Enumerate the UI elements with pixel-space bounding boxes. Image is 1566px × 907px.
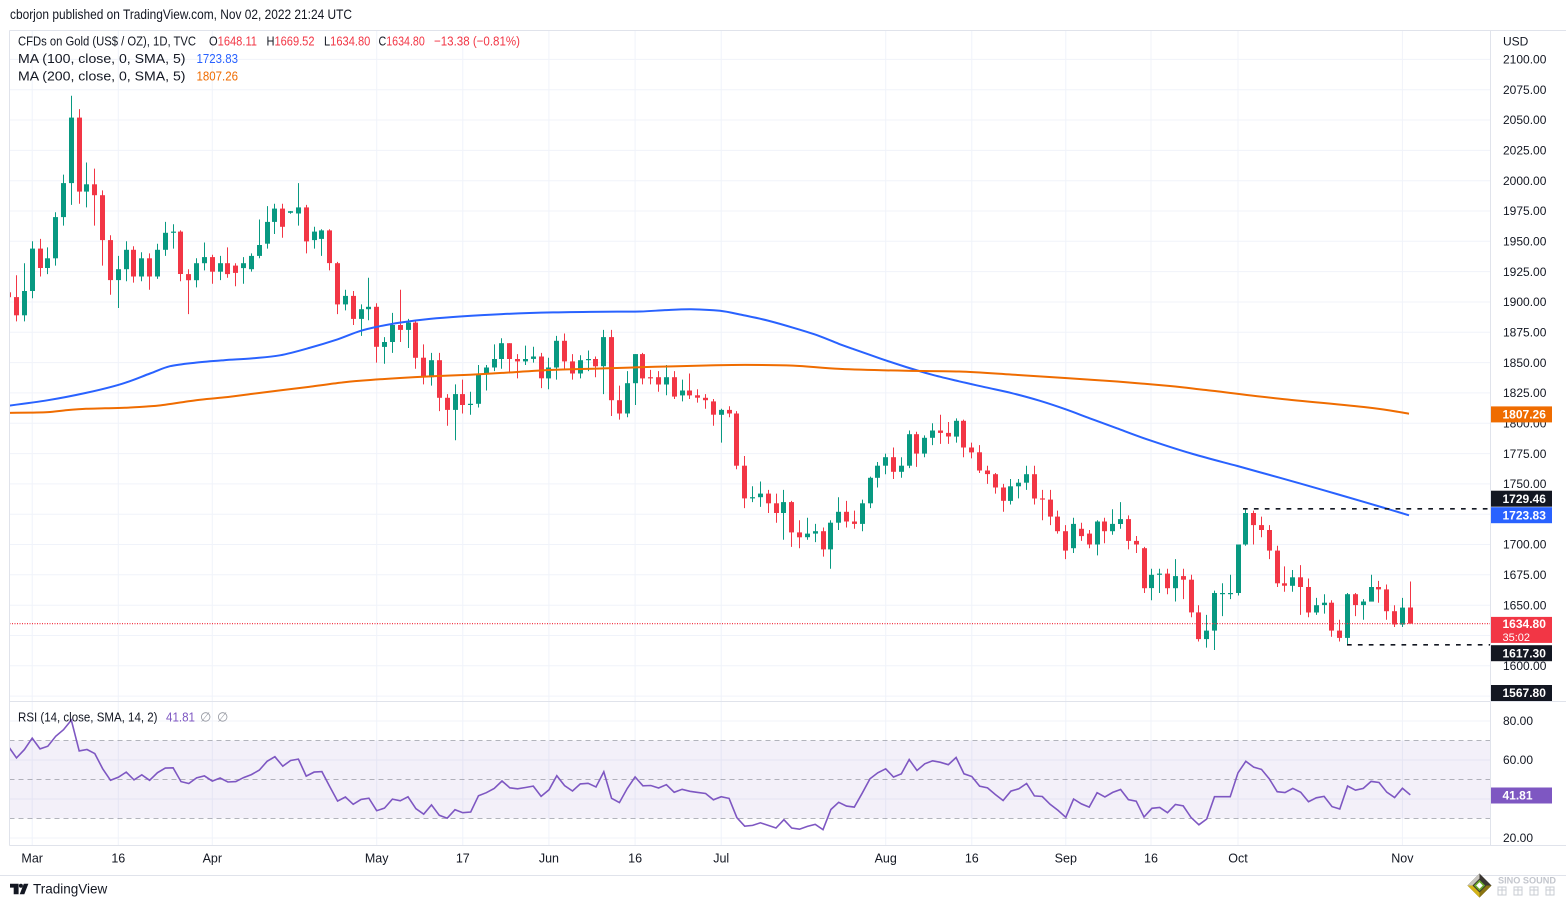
svg-text:Sep: Sep (1055, 852, 1077, 866)
svg-text:1723.83: 1723.83 (1503, 508, 1547, 522)
svg-text:1775.00: 1775.00 (1503, 447, 1547, 461)
svg-text:2050.00: 2050.00 (1503, 113, 1547, 127)
svg-text:Oct: Oct (1228, 852, 1248, 866)
svg-text:Aug: Aug (875, 852, 897, 866)
svg-text:1875.00: 1875.00 (1503, 326, 1547, 340)
svg-text:1825.00: 1825.00 (1503, 386, 1547, 400)
svg-text:CFDs on Gold (US$ / OZ), 1D, T: CFDs on Gold (US$ / OZ), 1D, TVC (18, 34, 196, 49)
svg-text:1567.80: 1567.80 (1503, 686, 1547, 700)
svg-text:1750.00: 1750.00 (1503, 477, 1547, 491)
svg-text:1634.80: 1634.80 (1503, 617, 1547, 631)
svg-text:2000.00: 2000.00 (1503, 174, 1547, 188)
svg-text:MA (100, close, 0, SMA, 5): MA (100, close, 0, SMA, 5) (18, 51, 186, 66)
svg-text:MA (200, close, 0, SMA, 5): MA (200, close, 0, SMA, 5) (18, 69, 186, 84)
svg-text:2075.00: 2075.00 (1503, 83, 1547, 97)
svg-text:20.00: 20.00 (1503, 831, 1533, 845)
svg-text:Apr: Apr (203, 852, 222, 866)
svg-text:1850.00: 1850.00 (1503, 356, 1547, 370)
svg-text:2025.00: 2025.00 (1503, 144, 1547, 158)
svg-text:May: May (365, 852, 389, 866)
svg-text:∅: ∅ (200, 710, 211, 725)
svg-text:Nov: Nov (1391, 852, 1414, 866)
svg-text:16: 16 (965, 852, 979, 866)
svg-text:60.00: 60.00 (1503, 753, 1533, 767)
svg-text:16: 16 (628, 852, 642, 866)
svg-text:1723.83: 1723.83 (197, 51, 239, 66)
svg-text:USD: USD (1503, 35, 1529, 49)
svg-text:1975.00: 1975.00 (1503, 204, 1547, 218)
svg-text:Mar: Mar (21, 852, 43, 866)
svg-text:H1669.52: H1669.52 (267, 34, 315, 49)
svg-text:TradingView: TradingView (33, 882, 108, 897)
svg-text:RSI (14, close, SMA, 14, 2): RSI (14, close, SMA, 14, 2) (18, 710, 158, 725)
svg-text:cborjon published on TradingVi: cborjon published on TradingView.com, No… (10, 6, 352, 22)
svg-text:∅: ∅ (217, 710, 228, 725)
svg-text:1650.00: 1650.00 (1503, 598, 1547, 612)
svg-text:1600.00: 1600.00 (1503, 659, 1547, 673)
svg-text:Jul: Jul (713, 852, 729, 866)
svg-text:1729.46: 1729.46 (1503, 492, 1547, 506)
svg-text:1700.00: 1700.00 (1503, 538, 1547, 552)
svg-text:35:02: 35:02 (1503, 632, 1531, 644)
svg-text:1807.26: 1807.26 (197, 69, 239, 84)
svg-text:2100.00: 2100.00 (1503, 53, 1547, 67)
svg-text:1925.00: 1925.00 (1503, 265, 1547, 279)
svg-text:Jun: Jun (539, 852, 559, 866)
svg-text:41.81: 41.81 (1503, 789, 1533, 803)
svg-text:17: 17 (456, 852, 470, 866)
svg-text:1675.00: 1675.00 (1503, 568, 1547, 582)
svg-text:80.00: 80.00 (1503, 714, 1533, 728)
svg-text:1900.00: 1900.00 (1503, 295, 1547, 309)
svg-text:1807.26: 1807.26 (1503, 408, 1547, 422)
svg-text:41.81: 41.81 (166, 710, 195, 725)
svg-text:C1634.80: C1634.80 (379, 34, 425, 49)
svg-text:L1634.80: L1634.80 (324, 34, 370, 49)
svg-text:−13.38 (−0.81%): −13.38 (−0.81%) (434, 34, 520, 49)
svg-text:16: 16 (1144, 852, 1158, 866)
svg-text:1950.00: 1950.00 (1503, 235, 1547, 249)
svg-text:SINO SOUND: SINO SOUND (1498, 876, 1556, 887)
svg-text:O1648.11: O1648.11 (209, 34, 257, 49)
svg-text:16: 16 (111, 852, 125, 866)
svg-text:1617.30: 1617.30 (1503, 646, 1547, 660)
